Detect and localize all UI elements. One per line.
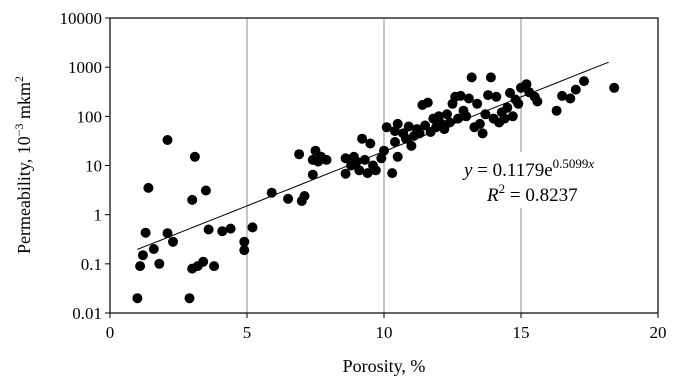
data-point (400, 133, 411, 144)
data-point (359, 154, 370, 165)
data-point (184, 293, 195, 304)
data-point (217, 226, 228, 237)
data-point (551, 105, 562, 116)
data-point (266, 187, 277, 198)
y-tick-label: 1000 (68, 58, 102, 77)
data-point (370, 165, 381, 176)
data-point (463, 93, 474, 104)
x-tick-label: 10 (376, 323, 393, 342)
data-point (294, 149, 305, 160)
data-point (321, 154, 332, 165)
data-point (132, 293, 143, 304)
data-point (189, 151, 200, 162)
data-point (455, 90, 466, 101)
data-point (307, 169, 318, 180)
data-point (362, 168, 373, 179)
data-point (406, 140, 417, 151)
y-tick-label: 0.1 (81, 255, 102, 274)
data-point (387, 168, 398, 179)
data-point (461, 111, 472, 122)
x-tick-label: 20 (650, 323, 667, 342)
data-point (137, 250, 148, 261)
data-point (198, 256, 209, 267)
data-point (507, 111, 518, 122)
data-point (247, 222, 258, 233)
data-point (439, 124, 450, 135)
y-tick-label: 1 (94, 206, 103, 225)
data-point (483, 90, 494, 101)
r-squared-label: R2 = 0.8237 (486, 181, 578, 206)
y-tick-label: 10 (85, 157, 102, 176)
data-point (480, 109, 491, 120)
data-point (433, 111, 444, 122)
x-axis-label: Porosity, % (343, 356, 426, 376)
data-point (283, 193, 294, 204)
data-point (453, 113, 463, 124)
data-point (135, 261, 146, 272)
data-point (422, 97, 433, 108)
data-point (472, 98, 483, 109)
x-tick-label: 0 (106, 323, 115, 342)
data-point (485, 72, 496, 83)
trendline-equation: y = 0.1179e0.5099x (462, 156, 594, 181)
data-point (357, 133, 368, 144)
data-point (187, 194, 198, 205)
data-point (148, 244, 159, 254)
y-axis-label: Permeability, 10−3 mkm2 (12, 76, 34, 254)
data-point (162, 228, 173, 239)
data-point (168, 236, 178, 247)
data-point (299, 191, 310, 201)
data-point (381, 122, 392, 133)
data-point (532, 96, 543, 107)
data-point (570, 84, 581, 95)
data-point (162, 135, 173, 145)
data-point (154, 258, 165, 269)
data-point (392, 118, 403, 129)
data-point (403, 121, 414, 132)
data-point (557, 90, 568, 101)
y-tick-label: 10000 (60, 9, 103, 28)
data-point (565, 93, 576, 104)
data-point (442, 109, 452, 120)
data-point (502, 102, 513, 113)
data-point (444, 117, 455, 128)
data-point (239, 245, 250, 256)
data-point (414, 128, 425, 139)
data-point (579, 76, 589, 87)
data-point (340, 168, 351, 179)
data-point (390, 137, 400, 147)
data-point (365, 138, 376, 149)
data-point (351, 156, 362, 167)
data-point (466, 72, 477, 83)
data-point (379, 145, 389, 156)
data-point (609, 82, 620, 93)
data-point (499, 113, 510, 124)
data-point (200, 185, 211, 196)
data-point (354, 165, 365, 176)
data-point (474, 118, 485, 129)
axis-ticks: 0 5 10 15 20 0.01 0.1 1 10 100 1000 10000 (60, 9, 667, 342)
data-point (376, 153, 387, 164)
data-point (143, 182, 154, 193)
data-point (513, 98, 524, 109)
data-point (225, 223, 236, 234)
data-point (521, 79, 532, 90)
data-points (132, 72, 620, 304)
data-point (477, 128, 488, 139)
x-tick-label: 5 (243, 323, 252, 342)
y-tick-label: 0.01 (72, 304, 102, 323)
data-point (491, 91, 502, 102)
data-point (203, 224, 214, 235)
x-tick-label: 15 (513, 323, 530, 342)
data-point (239, 236, 250, 247)
y-tick-label: 100 (77, 107, 103, 126)
data-point (340, 153, 351, 164)
data-point (140, 227, 151, 238)
data-point (209, 261, 220, 272)
data-point (392, 151, 403, 162)
equation-background (455, 152, 617, 208)
data-point (505, 87, 515, 98)
